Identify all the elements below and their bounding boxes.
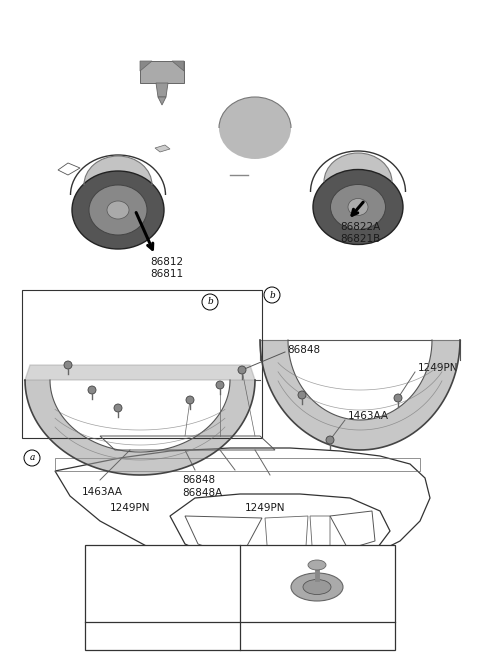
Ellipse shape <box>331 184 385 230</box>
Circle shape <box>250 628 266 644</box>
Circle shape <box>394 394 402 402</box>
Text: 1249PN: 1249PN <box>110 503 151 513</box>
Ellipse shape <box>72 171 164 249</box>
Ellipse shape <box>308 560 326 570</box>
Text: 86848: 86848 <box>287 345 320 355</box>
Circle shape <box>326 436 334 444</box>
FancyBboxPatch shape <box>85 545 395 650</box>
Polygon shape <box>156 83 168 97</box>
Text: 86822A: 86822A <box>340 222 380 232</box>
Polygon shape <box>140 61 184 83</box>
Circle shape <box>114 404 122 412</box>
Text: 86848A: 86848A <box>182 488 222 498</box>
Polygon shape <box>25 365 255 380</box>
Polygon shape <box>155 145 170 152</box>
Text: a: a <box>100 632 106 640</box>
Polygon shape <box>172 61 184 71</box>
Text: 86848: 86848 <box>182 475 215 485</box>
Text: 86811: 86811 <box>150 269 183 279</box>
Circle shape <box>216 381 224 389</box>
Ellipse shape <box>219 97 291 159</box>
Text: b: b <box>207 298 213 306</box>
Ellipse shape <box>291 573 343 601</box>
Ellipse shape <box>107 201 129 219</box>
Polygon shape <box>260 340 460 450</box>
Ellipse shape <box>303 579 331 594</box>
Text: 1249PN: 1249PN <box>245 503 286 513</box>
Text: 82442: 82442 <box>117 631 150 641</box>
Ellipse shape <box>324 153 392 211</box>
Circle shape <box>24 450 40 466</box>
Text: b: b <box>269 291 275 300</box>
Circle shape <box>186 396 194 404</box>
Circle shape <box>264 287 280 303</box>
Text: a: a <box>29 453 35 462</box>
Circle shape <box>202 294 218 310</box>
Ellipse shape <box>89 185 147 235</box>
Text: 1249PN: 1249PN <box>418 363 458 373</box>
Ellipse shape <box>313 169 403 245</box>
Circle shape <box>64 361 72 369</box>
Text: 1463AA: 1463AA <box>348 411 389 421</box>
Circle shape <box>298 391 306 399</box>
Text: 86812: 86812 <box>150 257 183 267</box>
Circle shape <box>238 366 246 374</box>
Polygon shape <box>158 97 166 105</box>
Text: 1463AA: 1463AA <box>82 487 123 497</box>
Polygon shape <box>140 61 152 71</box>
Circle shape <box>88 386 96 394</box>
Text: 86821B: 86821B <box>340 234 380 244</box>
Polygon shape <box>25 380 255 475</box>
Ellipse shape <box>348 199 368 216</box>
Ellipse shape <box>84 156 152 214</box>
Text: 84145A: 84145A <box>272 631 312 641</box>
Circle shape <box>95 628 111 644</box>
Text: b: b <box>255 632 261 640</box>
